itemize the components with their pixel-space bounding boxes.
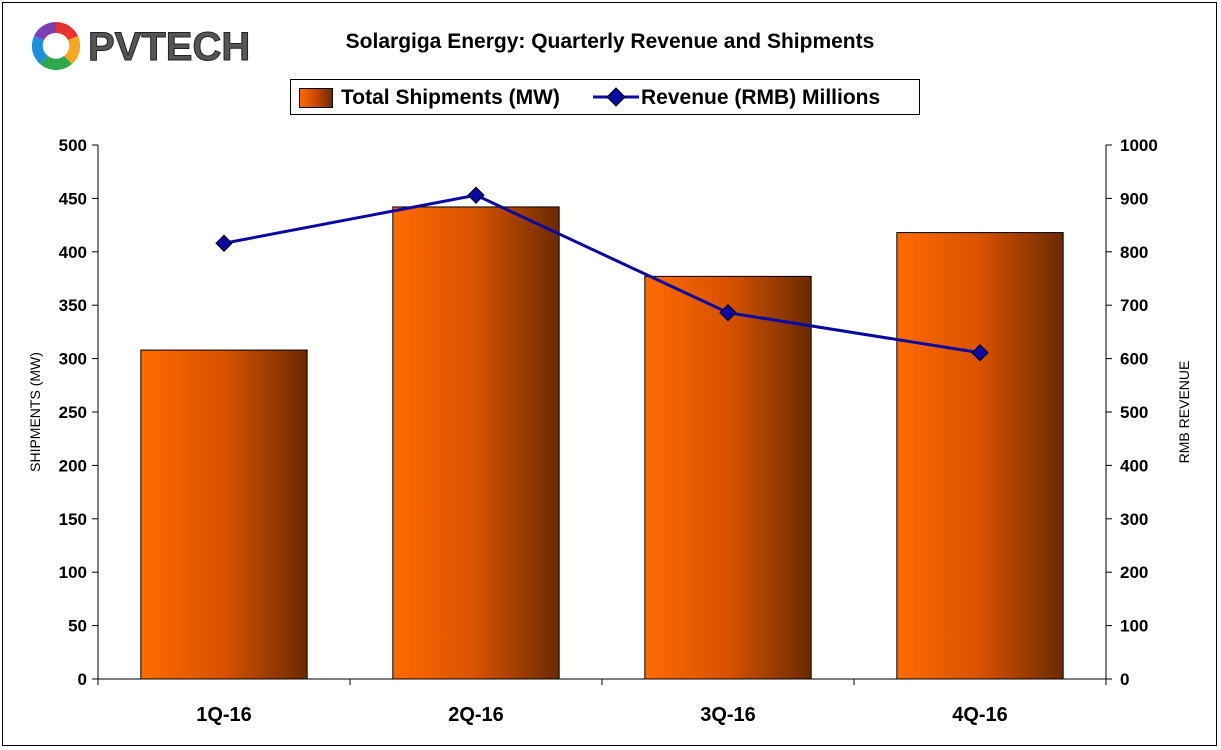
pvtech-logo: PVTECH	[31, 21, 251, 71]
legend-revenue-label: Revenue (RMB) Millions	[641, 86, 881, 109]
shipments-bar	[392, 206, 560, 680]
revenue-point	[215, 234, 233, 252]
left-tick-label: 350	[59, 296, 87, 315]
chart-title: Solargiga Energy: Quarterly Revenue and …	[345, 30, 875, 53]
right-tick-label: 800	[1120, 243, 1148, 262]
left-tick-label: 150	[59, 510, 87, 529]
legend-shipments-label: Total Shipments (MW)	[341, 86, 560, 109]
left-tick-label: 200	[59, 456, 87, 475]
x-category-label: 3Q-16	[700, 704, 756, 726]
left-tick-label: 400	[59, 243, 87, 262]
right-tick-label: 100	[1120, 617, 1148, 636]
revenue-point	[467, 186, 485, 204]
left-tick-label: 250	[59, 403, 87, 422]
left-tick-label: 300	[59, 350, 87, 369]
x-category-label: 2Q-16	[448, 704, 504, 726]
right-tick-label: 600	[1120, 350, 1148, 369]
right-tick-label: 1000	[1120, 136, 1158, 155]
revenue-point	[971, 344, 989, 362]
y-axis-label: SHIPMENTS (MW)	[27, 352, 43, 472]
left-tick-label: 450	[59, 189, 87, 208]
shipments-bar	[644, 275, 812, 680]
legend-line-swatch	[593, 87, 639, 107]
legend: Total Shipments (MW) Revenue (RMB) Milli…	[290, 79, 920, 115]
right-tick-label: 700	[1120, 296, 1148, 315]
right-tick-label: 400	[1120, 456, 1148, 475]
left-tick-label: 50	[68, 617, 87, 636]
legend-bar-swatch	[299, 88, 333, 108]
y2-axis-label: RMB REVENUE	[1176, 361, 1192, 464]
right-tick-label: 0	[1120, 670, 1129, 689]
logo-ring-icon	[31, 21, 81, 71]
revenue-line	[223, 193, 981, 355]
right-tick-label: 900	[1120, 189, 1148, 208]
right-tick-label: 500	[1120, 403, 1148, 422]
left-tick-label: 0	[78, 670, 87, 689]
x-category-label: 1Q-16	[196, 704, 252, 726]
logo-text: PVTECH	[88, 25, 250, 69]
shipments-bar	[140, 349, 308, 680]
shipments-bar	[896, 232, 1064, 680]
right-tick-label: 300	[1120, 510, 1148, 529]
x-category-label: 4Q-16	[952, 704, 1008, 726]
left-tick-label: 500	[59, 136, 87, 155]
left-tick-label: 100	[59, 563, 87, 582]
right-tick-label: 200	[1120, 563, 1148, 582]
revenue-point	[719, 303, 737, 322]
